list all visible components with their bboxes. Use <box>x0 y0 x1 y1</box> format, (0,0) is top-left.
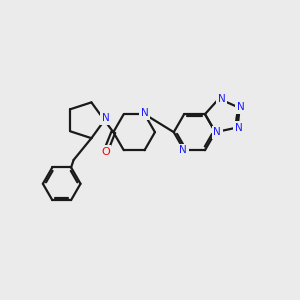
Text: O: O <box>101 147 110 157</box>
Text: N: N <box>218 94 226 104</box>
Text: N: N <box>214 127 221 137</box>
Text: N: N <box>235 123 243 133</box>
Text: N: N <box>101 113 109 123</box>
Text: N: N <box>179 145 187 155</box>
Text: N: N <box>141 108 148 118</box>
Text: N: N <box>237 102 245 112</box>
